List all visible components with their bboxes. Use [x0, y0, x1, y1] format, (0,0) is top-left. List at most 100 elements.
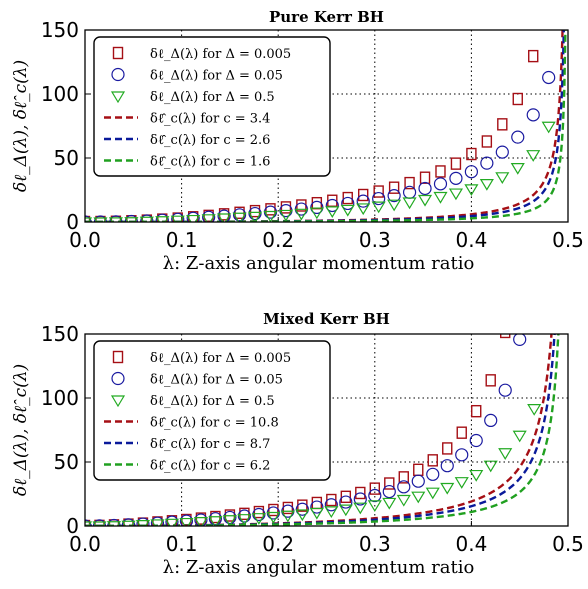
data-point [247, 211, 263, 222]
x-tick-label: 0.2 [262, 228, 294, 252]
data-point [512, 92, 523, 106]
legend-entry: δℓ_Δ(λ) for Δ = 0.005 [112, 350, 291, 366]
data-point [480, 156, 494, 170]
data-point [232, 208, 247, 222]
x-tick-label: 0.4 [455, 532, 487, 556]
data-point [139, 216, 154, 222]
data-point [511, 130, 525, 144]
data-point [232, 212, 247, 222]
data-point [341, 196, 355, 211]
y-axis-label: δℓ_Δ(λ), δℓ̂_c(λ) [11, 364, 31, 496]
data-point [417, 194, 433, 207]
data-point [527, 404, 542, 416]
data-point [373, 185, 384, 198]
data-point [402, 197, 417, 210]
y-tick-label: 50 [54, 146, 79, 170]
legend-entry: δℓ_Δ(λ) for Δ = 0.05 [111, 371, 283, 388]
legend-entry: δℓ_Δ(λ) for Δ = 0.5 [110, 394, 275, 409]
data-point [248, 206, 262, 221]
data-point [325, 206, 340, 219]
data-point [324, 506, 339, 519]
data-point [479, 179, 494, 191]
y-tick-label: 0 [66, 210, 79, 234]
data-point [398, 471, 409, 484]
data-point [433, 177, 448, 191]
data-point [268, 503, 279, 517]
data-point [372, 191, 386, 206]
data-point [294, 208, 309, 221]
y-axis-label: δℓ_Δ(λ), δℓ̂_c(λ) [11, 60, 31, 192]
legend-entry: δℓ_Δ(λ) for Δ = 0.005 [112, 46, 291, 62]
data-point [310, 500, 324, 514]
data-point [237, 514, 252, 526]
data-point [263, 210, 278, 222]
data-point [355, 486, 366, 500]
data-point [150, 519, 165, 526]
data-point [121, 518, 136, 526]
data-point [208, 512, 223, 526]
data-point [368, 488, 382, 503]
data-point [295, 502, 309, 516]
data-point [165, 515, 179, 526]
series-markers-2 [85, 70, 556, 222]
legend-label: δℓ_Δ(λ) for Δ = 0.05 [150, 69, 283, 84]
legend-entry: δℓ̂_c(λ) for c = 10.8 [104, 416, 279, 431]
data-point [483, 460, 498, 473]
data-point [387, 189, 401, 203]
x-tick-label: 0.3 [359, 228, 391, 252]
x-tick-label: 0.5 [552, 228, 584, 252]
data-point [280, 510, 295, 523]
x-tick-label: 0.1 [166, 228, 198, 252]
data-point [325, 198, 339, 213]
x-axis-label: λ: Z-axis angular momentum ratio [163, 253, 475, 274]
data-point [541, 121, 556, 134]
data-point [510, 163, 525, 175]
data-point [179, 514, 194, 526]
data-point [382, 497, 397, 510]
data-point [353, 492, 367, 506]
data-point [413, 463, 424, 477]
data-point [419, 171, 431, 184]
data-point [367, 500, 382, 513]
data-point [108, 217, 123, 222]
y-tick-label: 150 [41, 18, 79, 42]
data-point [388, 181, 400, 194]
data-point [217, 209, 231, 222]
legend-entry: δℓ̂_c(λ) for c = 6.2 [104, 459, 270, 474]
data-point [249, 204, 261, 218]
data-point [358, 188, 369, 202]
legend-label: δℓ_Δ(λ) for Δ = 0.5 [150, 90, 275, 105]
data-point [440, 482, 455, 495]
data-point [217, 213, 232, 222]
y-tick-label: 50 [54, 450, 79, 474]
data-point [356, 203, 371, 216]
data-point [340, 204, 355, 217]
legend-marker [112, 46, 124, 60]
data-point [237, 509, 251, 523]
data-point [171, 212, 185, 222]
data-point [469, 469, 484, 482]
data-point [456, 426, 467, 439]
data-point [440, 459, 454, 473]
chart-title: Pure Kerr BH [269, 8, 384, 26]
data-point [442, 442, 453, 455]
data-point [464, 165, 478, 179]
data-point [223, 510, 237, 525]
data-point [311, 496, 323, 510]
data-point [93, 215, 108, 222]
legend-label: δℓ̂_c(λ) for c = 6.2 [150, 459, 270, 474]
data-point [481, 135, 493, 148]
data-point [137, 517, 149, 526]
y-tick-label: 150 [41, 322, 79, 346]
data-point [371, 201, 386, 214]
legend-label: δℓ_Δ(λ) for Δ = 0.005 [150, 47, 291, 62]
y-tick-label: 100 [41, 82, 79, 106]
data-point [425, 487, 440, 500]
legend-entry: δℓ̂_c(λ) for c = 8.7 [104, 437, 270, 452]
data-point [193, 517, 208, 526]
x-tick-label: 0.5 [552, 532, 584, 556]
data-point [186, 211, 200, 222]
data-point [186, 214, 201, 222]
data-point [404, 176, 415, 190]
data-point [450, 157, 462, 170]
